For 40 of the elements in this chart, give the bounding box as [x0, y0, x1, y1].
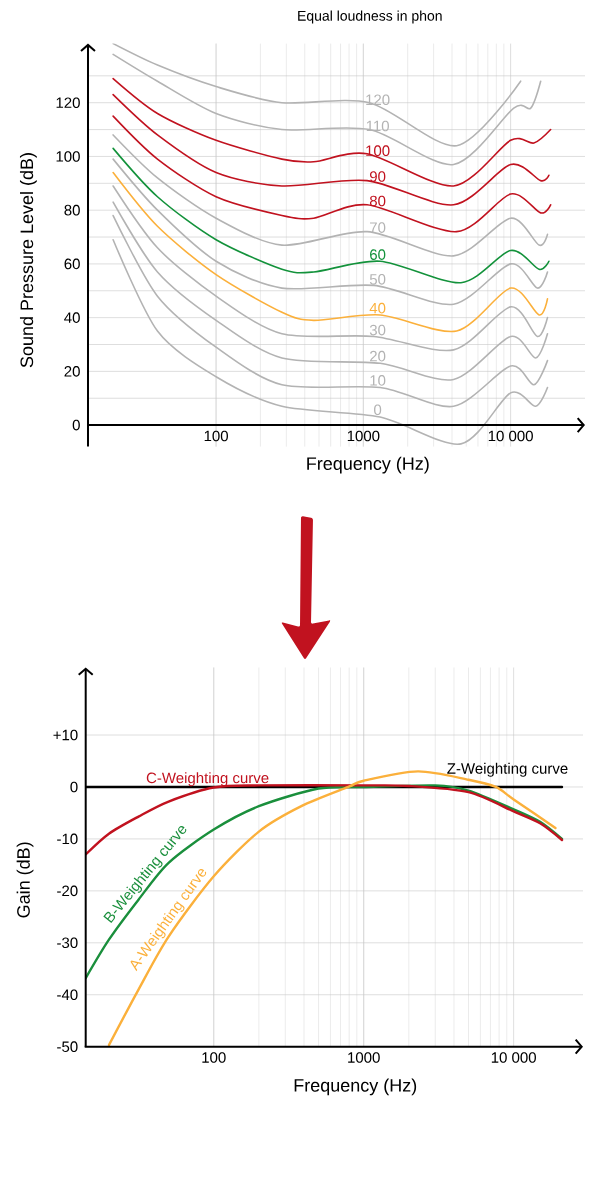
y-tick-label: 100: [56, 151, 80, 162]
x-tick-label: 100: [202, 1052, 226, 1063]
y-tick-label: -40: [57, 989, 78, 1001]
series-label: Z-Weighting curve: [447, 762, 568, 777]
series-label: 40: [369, 302, 386, 314]
series-label: 60: [370, 249, 386, 260]
y-axis-title: Gain (dB): [16, 842, 34, 918]
y-tick-label: 40: [64, 312, 80, 323]
series-label: 90: [369, 171, 386, 182]
x-tick-label: 1000: [348, 1052, 380, 1063]
y-tick-label: -50: [57, 1041, 78, 1052]
y-tick-label: +10: [53, 729, 78, 741]
x-tick-label: 100: [204, 430, 228, 442]
x-tick-label: 10 000: [491, 1052, 536, 1063]
series-label: 100: [366, 145, 390, 156]
series-label: 120: [366, 94, 390, 106]
series-label: 70: [370, 222, 386, 233]
y-tick-label: -20: [57, 885, 78, 897]
y-tick-label: 0: [72, 419, 80, 431]
x-tick-label: 1000: [347, 430, 380, 442]
y-tick-label: 20: [64, 366, 80, 377]
series-label: 0: [374, 404, 382, 416]
y-tick-label: -30: [57, 937, 78, 949]
y-tick-label: 120: [56, 97, 80, 109]
series-label: 50: [369, 274, 386, 285]
y-tick-label: 0: [70, 781, 78, 793]
y-tick-label: 80: [64, 204, 80, 216]
series-label: 80: [369, 195, 386, 207]
x-tick-label: 10 000: [488, 430, 533, 442]
x-axis-title: Frequency (Hz): [307, 456, 429, 474]
series-label: 110: [366, 120, 389, 132]
series-label: 20: [370, 350, 386, 362]
series-label: 30: [369, 324, 386, 336]
y-tick-label: -10: [57, 833, 78, 845]
series-label: C-Weighting curve: [146, 772, 269, 787]
series-label: 10: [370, 375, 386, 386]
x-axis-title: Frequency (Hz): [294, 1078, 417, 1096]
chart-title: Equal loudness in phon: [298, 10, 442, 24]
y-tick-label: 60: [64, 258, 80, 270]
y-axis-title: Sound Pressure Level (dB): [19, 153, 37, 368]
